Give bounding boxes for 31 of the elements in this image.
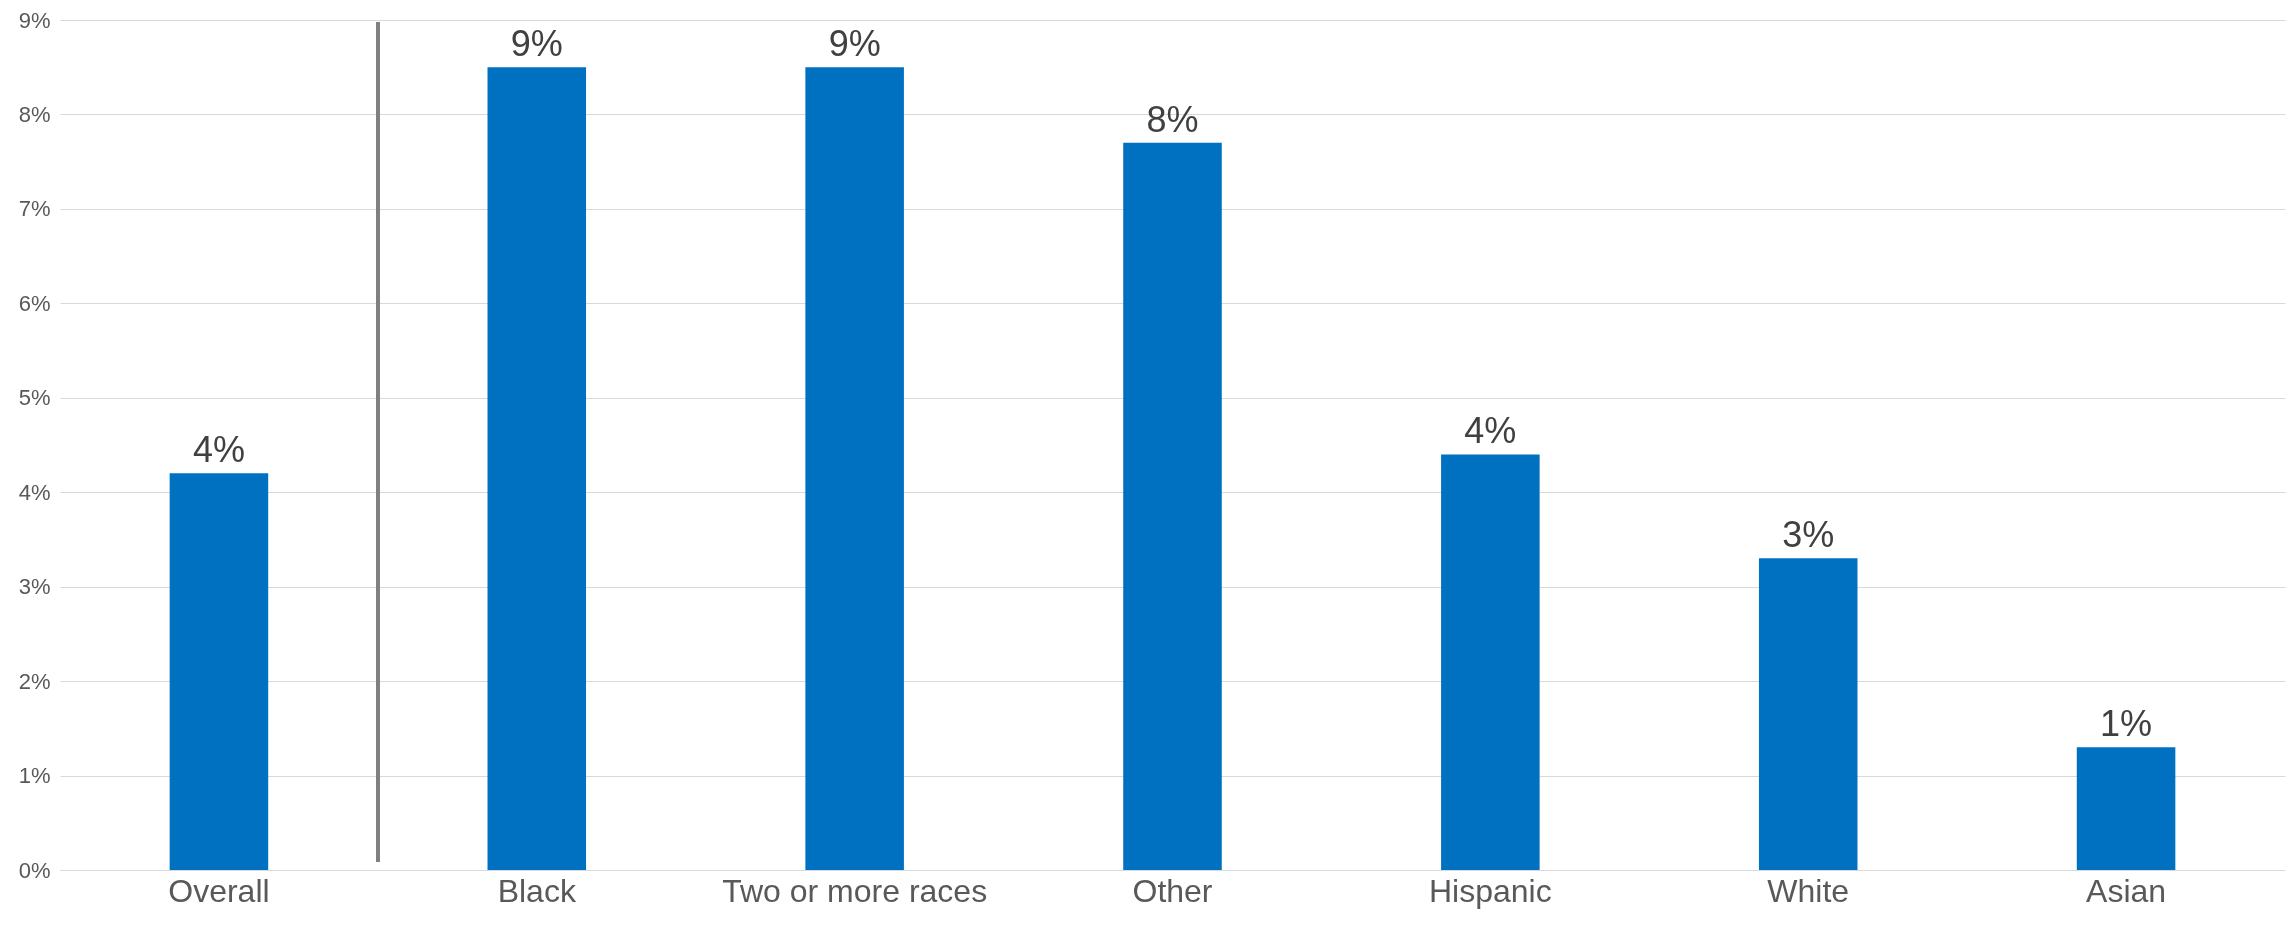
x-tick-label: White — [1767, 872, 1850, 909]
x-tick-label: Overall — [168, 872, 270, 909]
y-tick-label: 6% — [18, 290, 51, 316]
y-tick-label: 0% — [18, 857, 51, 883]
y-tick-label: 1% — [18, 763, 51, 789]
y-tick-label: 9% — [18, 7, 51, 33]
bar — [1441, 454, 1540, 870]
data-label: 3% — [1782, 514, 1835, 556]
data-label: 9% — [510, 23, 563, 65]
x-tick-label: Hispanic — [1429, 872, 1552, 909]
bar — [2076, 747, 2176, 870]
x-tick-label: Two or more races — [722, 872, 988, 909]
bar — [169, 473, 269, 870]
data-label: 1% — [2100, 703, 2153, 745]
data-label: 4% — [1464, 410, 1517, 452]
y-tick-label: 2% — [18, 668, 51, 694]
data-label: 8% — [1146, 98, 1199, 140]
bar — [1758, 558, 1858, 870]
x-tick-label: Black — [497, 872, 577, 909]
bar — [487, 67, 587, 870]
x-tick-label: Other — [1132, 872, 1213, 909]
bar — [1123, 142, 1222, 870]
y-tick-label: 7% — [18, 196, 51, 222]
x-tick-label: Asian — [2086, 872, 2167, 909]
y-tick-label: 4% — [18, 479, 51, 505]
y-tick-label: 5% — [18, 385, 51, 411]
data-label: 9% — [828, 23, 881, 65]
bar — [805, 67, 904, 870]
data-label: 4% — [192, 429, 245, 471]
y-tick-label: 3% — [18, 574, 51, 600]
y-tick-label: 8% — [18, 101, 51, 127]
